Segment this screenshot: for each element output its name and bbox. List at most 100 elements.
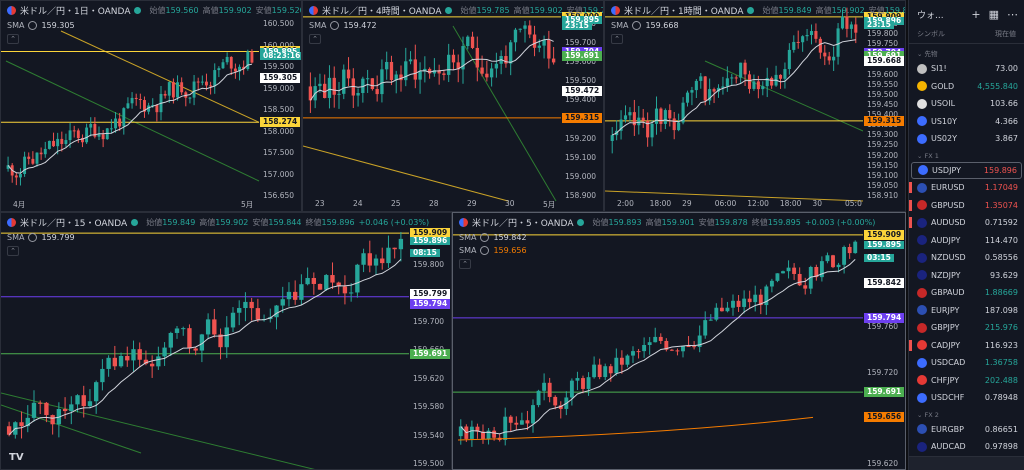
chart-canvas[interactable] [1,213,451,469]
chart-pane-5m[interactable]: 米ドル／円・5・OANDA 始値159.893 高値159.901 安値159.878… [452,212,906,470]
symbol-title[interactable]: 米ドル／円・1日・OANDA 始値159.560 高値159.902 安値159.52… [7,4,301,17]
add-symbol-icon[interactable]: + [971,8,981,21]
symbol-title[interactable]: 米ドル／円・15・OANDA 始値159.849 高値159.902 安値159.84… [7,216,433,229]
candle [504,45,508,68]
watchlist-section-header[interactable]: ⌄ FX 2 [917,410,939,419]
chart-canvas[interactable] [605,1,905,211]
settings-icon[interactable] [480,246,490,255]
chart-pane-daily[interactable]: 米ドル／円・1日・OANDA 始値159.560 高値159.902 安値159.52… [0,0,302,212]
sma-legend[interactable]: SMA 159.799 [7,233,433,242]
watchlist-row-eurgbp[interactable]: EURGBP 0.86651 [909,421,1024,439]
chart-canvas[interactable] [303,1,603,211]
sma-legend[interactable]: SMA 159.472 [309,21,603,30]
sma-value: 159.668 [645,21,679,30]
candle [137,342,142,368]
candle [318,73,322,93]
candle [31,151,35,165]
watchlist-row-us02y[interactable]: US02Y 3.867 [909,130,1024,148]
settings-icon[interactable] [480,233,490,242]
watchlist-row-audusd[interactable]: AUDUSD 0.71592 [909,214,1024,232]
trendline[interactable] [704,60,864,132]
sma-legend[interactable]: SMA 159.305 [7,21,301,30]
settings-icon[interactable] [28,233,38,242]
ohlc-value: +0.003 (+0.00%) [804,218,876,227]
chart-pane-4h[interactable]: 米ドル／円・4時間・OANDA始値159.785高値159.902安値159.7… [302,0,604,212]
ohlc-values: 始値159.849 高値159.902 安値159.844 終値159.896 +0.0… [146,217,433,228]
chart-title[interactable]: 米ドル／円・5・OANDA [472,219,574,229]
settings-icon[interactable] [632,21,642,30]
watchlist-row-gbpjpy[interactable]: GBPJPY 215.976 [909,319,1024,337]
watchlist-row-usdchf[interactable]: USDCHF 0.78948 [909,389,1024,407]
symbol-title[interactable]: 米ドル／円・1時間・OANDA 始値159.849高値159.902安値159.8… [611,4,905,17]
last-price: 103.66 [990,99,1018,109]
chart-canvas[interactable] [1,1,301,211]
watchlist-row-chfjpy[interactable]: CHFJPY 202.488 [909,372,1024,390]
flag-marker-icon[interactable] [909,199,912,211]
chart-title[interactable]: 米ドル／円・1日・OANDA [20,7,131,17]
candle [664,338,669,352]
watchlist-row-usdcad[interactable]: USDCAD 1.36758 [909,354,1024,372]
trendline[interactable] [5,60,260,182]
tradingview-logo[interactable]: TV [9,452,24,463]
price-tag: 159.691 [562,50,603,61]
candle [212,308,217,338]
trendline[interactable] [1,404,142,454]
symbol-title[interactable]: 米ドル／円・5・OANDA 始値159.893 高値159.901 安値159.878… [459,216,879,229]
layout-icon[interactable]: ▦ [988,8,999,21]
watchlist-row-eurusd[interactable]: EURUSD 1.17049 [909,179,1024,197]
watchlist-row-nzdjpy[interactable]: NZDJPY 93.629 [909,267,1024,285]
price-tag: 159.896 [410,236,451,245]
watchlist-section-header[interactable]: ⌄ 先物 [917,50,938,58]
watchlist-row-gold[interactable]: GOLD 4,555.840 [909,78,1024,96]
settings-icon[interactable] [330,21,340,30]
candle [494,52,499,78]
watchlist-row-us10y[interactable]: US10Y 4.366 [909,113,1024,131]
trendline[interactable] [303,145,509,202]
sma-legend[interactable]: SMA 159.668 [611,21,905,30]
trendline[interactable] [60,30,260,123]
collapse-legend-button[interactable]: ⌃ [611,34,623,44]
candle [650,120,654,147]
chart-title[interactable]: 米ドル／円・1時間・OANDA [624,7,744,17]
watchlist-row-si1![interactable]: SI1! 73.00 [909,60,1024,78]
watchlist-row-usoil[interactable]: USOIL 103.66 [909,95,1024,113]
chart-pane-15m[interactable]: 米ドル／円・15・OANDA 始値159.849 高値159.902 安値159.84… [0,212,452,470]
candle [497,433,502,442]
chart-pane-1h[interactable]: 米ドル／円・1時間・OANDA始値159.849高値159.902安値159.8… [604,0,906,212]
candle [327,65,332,109]
trendline[interactable] [1,392,321,469]
watchlist-row-audcad[interactable]: AUDCAD 0.97898 [909,438,1024,456]
watchlist-row-eurjpy[interactable]: EURJPY 187.098 [909,302,1024,320]
col-symbol[interactable]: シンボル [917,30,945,38]
sma-legend[interactable]: SMA 159.842 [459,233,879,242]
watchlist-row-gbpaud[interactable]: GBPAUD 1.88669 [909,284,1024,302]
sma2-legend[interactable]: SMA 159.656 [459,246,879,255]
flag-marker-icon[interactable] [909,339,912,351]
collapse-legend-button[interactable]: ⌃ [7,34,19,44]
chart-canvas[interactable] [453,213,905,469]
collapse-legend-button[interactable]: ⌃ [7,246,19,256]
col-price[interactable]: 現在値 [995,30,1016,38]
watchlist-row-gbpusd[interactable]: GBPUSD 1.35074 [909,197,1024,215]
trendline[interactable] [605,190,864,202]
flag-marker-icon[interactable] [909,182,912,193]
collapse-legend-button[interactable]: ⌃ [459,259,471,269]
watchlist-row-audjpy[interactable]: AUDJPY 114.470 [909,232,1024,250]
flag-marker-icon[interactable] [909,217,912,228]
watchlist-row-nzdusd[interactable]: NZDUSD 0.58556 [909,249,1024,267]
symbol-name: NZDJPY [931,270,961,280]
symbol-title[interactable]: 米ドル／円・4時間・OANDA 始値159.785高値159.902安値159.7… [309,4,603,17]
watchlist-row-cadjpy[interactable]: CADJPY 116.923 [909,337,1024,355]
watchlist-section-header[interactable]: ⌄ FX 1 [917,151,939,160]
watchlist-row-usdjpy[interactable]: USDJPY 159.896 [911,161,1022,179]
more-icon[interactable]: ⋯ [1007,8,1018,21]
collapse-legend-button[interactable]: ⌃ [309,34,321,44]
candle [519,412,524,425]
candle [106,355,111,377]
chart-title[interactable]: 米ドル／円・4時間・OANDA [322,7,442,17]
trendline[interactable] [452,25,557,202]
settings-icon[interactable] [28,21,38,30]
watchlist-title[interactable]: ウォ... [917,11,944,21]
ohlc-label: 始値 [149,6,166,15]
chart-title[interactable]: 米ドル／円・15・OANDA [20,219,128,229]
